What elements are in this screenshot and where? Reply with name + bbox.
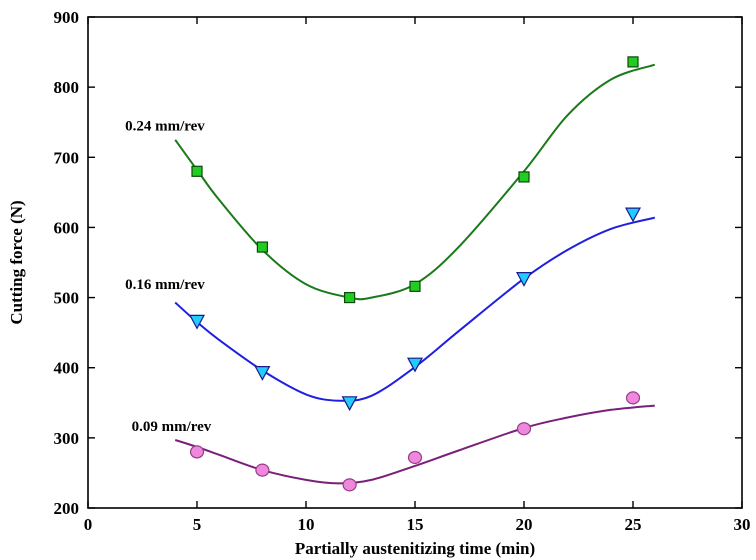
data-point [188, 314, 206, 330]
data-point [625, 391, 641, 405]
x-tick-label: 25 [625, 515, 642, 534]
data-point [189, 445, 205, 459]
series-group [174, 56, 656, 492]
data-point [407, 450, 423, 465]
series-2 [174, 391, 655, 492]
y-tick-label: 700 [54, 148, 80, 167]
x-tick-label: 30 [734, 515, 751, 534]
data-point [341, 396, 358, 412]
y-tick-label: 200 [54, 499, 80, 518]
series-1 [174, 207, 656, 412]
data-point [254, 366, 271, 381]
data-point [624, 207, 642, 223]
data-point [406, 357, 424, 373]
axes: 0 5 10 15 20 25 30 200 300 400 500 600 700 800 900 [54, 8, 751, 534]
y-tick-label: 500 [54, 289, 80, 308]
data-point [627, 56, 639, 68]
data-point [518, 171, 530, 183]
data-point [409, 280, 421, 292]
fit-curve [174, 404, 655, 485]
plot-frame [87, 16, 743, 509]
series-label-0-24: 0.24 mm/rev [125, 119, 205, 135]
fit-curve [174, 63, 656, 301]
data-point [256, 241, 268, 253]
y-tick-label: 400 [54, 359, 80, 378]
x-tick-label: 15 [407, 515, 424, 534]
y-axis-title: Cutting force (N) [7, 200, 26, 324]
y-tick-label: 300 [54, 429, 80, 448]
x-tick-label: 20 [516, 515, 533, 534]
data-point [191, 165, 203, 177]
plot-area [87, 16, 743, 509]
x-axis-title: Partially austenitizing time (min) [295, 539, 535, 558]
y-tick-label: 800 [54, 78, 80, 97]
series-label-0-16: 0.16 mm/rev [125, 277, 205, 293]
series-0 [174, 56, 656, 304]
x-tick-label: 0 [84, 515, 93, 534]
fit-curve [174, 216, 656, 402]
data-point [255, 463, 270, 477]
data-point [344, 291, 356, 304]
x-tick-label: 10 [298, 515, 315, 534]
data-point [516, 422, 532, 436]
y-tick-label: 900 [54, 8, 80, 27]
x-tick-label: 5 [193, 515, 202, 534]
data-point [515, 272, 533, 287]
series-label-0-09: 0.09 mm/rev [132, 419, 212, 435]
y-tick-label: 600 [54, 218, 80, 237]
data-point [342, 478, 357, 492]
